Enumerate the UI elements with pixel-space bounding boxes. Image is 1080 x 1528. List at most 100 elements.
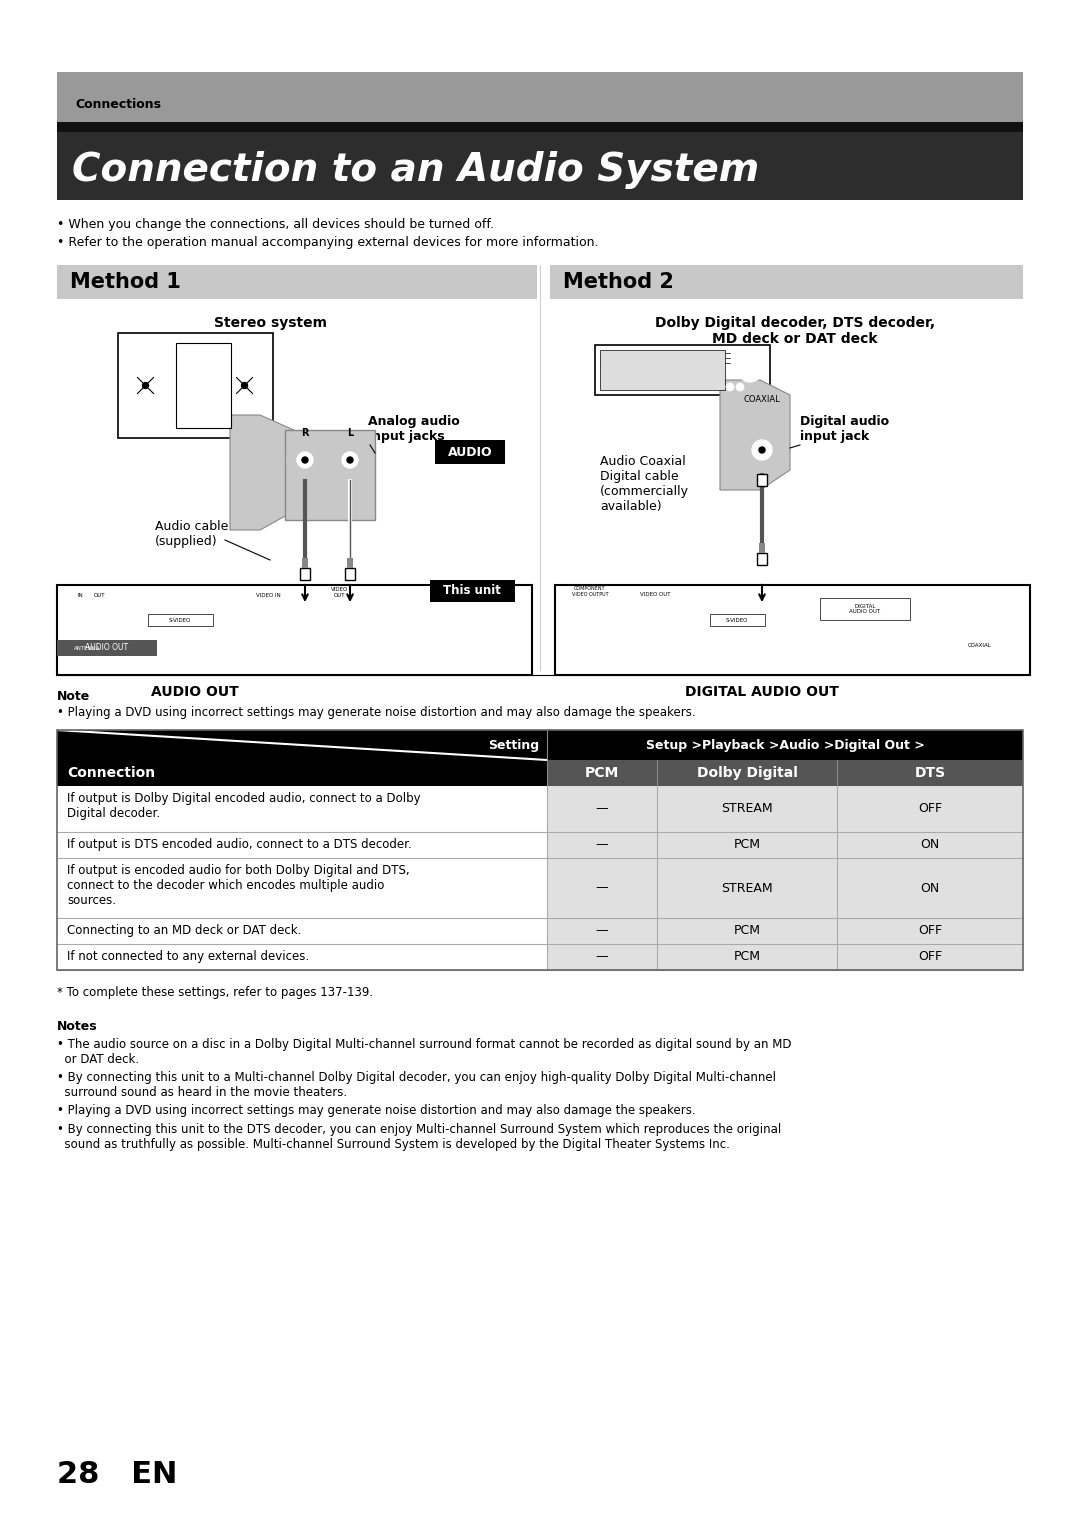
Bar [57,944,546,970]
Text: Note: Note [57,691,91,703]
Circle shape [164,602,176,614]
Text: Connection to an Audio System: Connection to an Audio System [72,151,759,189]
Bar [57,640,157,656]
Bar [57,859,546,918]
Circle shape [210,594,230,614]
Bar [57,72,1023,124]
Bar [57,730,1023,970]
Text: COMPONENT
VIDEO OUTPUT: COMPONENT VIDEO OUTPUT [571,587,608,597]
Text: • By connecting this unit to a Multi-channel Dolby Digital decoder, you can enjo: • By connecting this unit to a Multi-cha… [57,1071,777,1099]
Circle shape [302,457,308,463]
Circle shape [347,457,353,463]
Circle shape [264,602,276,614]
Text: Stereo system: Stereo system [214,316,326,330]
Bar [820,597,910,620]
Circle shape [740,428,784,472]
Text: Audio Coaxial
Digital cable
(commercially
available): Audio Coaxial Digital cable (commerciall… [600,455,689,513]
Text: STREAM: STREAM [721,882,773,894]
Circle shape [294,602,306,614]
Text: • Refer to the operation manual accompanying external devices for more informati: • Refer to the operation manual accompan… [57,235,598,249]
Text: VIDEO IN: VIDEO IN [256,593,281,597]
Bar [546,859,1023,918]
Circle shape [332,442,368,478]
Text: R: R [301,428,309,439]
Text: STREAM: STREAM [721,802,773,816]
Text: Setup >Playback >Audio >Digital Out >: Setup >Playback >Audio >Digital Out > [646,738,924,752]
Bar [347,558,353,568]
Circle shape [834,602,846,614]
Bar [302,558,308,568]
Circle shape [670,594,690,614]
Bar [546,833,1023,859]
Circle shape [738,358,762,382]
Text: COAXIAL: COAXIAL [968,643,991,648]
Text: —: — [596,924,608,938]
Circle shape [117,597,133,613]
Text: OUT: OUT [94,593,106,597]
Circle shape [966,610,995,640]
Circle shape [849,602,861,614]
Text: ON: ON [920,839,940,851]
Bar [118,333,272,439]
Text: If output is encoded audio for both Dolby Digital and DTS,
connect to the decode: If output is encoded audio for both Dolb… [67,863,409,908]
Circle shape [592,594,608,610]
Text: S-VIDEO: S-VIDEO [168,617,191,622]
Circle shape [251,341,267,356]
Text: —: — [596,882,608,894]
Circle shape [342,452,357,468]
Text: DIGITAL AUDIO OUT: DIGITAL AUDIO OUT [685,685,839,698]
Circle shape [342,597,357,613]
Text: • The audio source on a disc in a Dolby Digital Multi-channel surround format ca: • The audio source on a disc in a Dolby … [57,1038,792,1067]
Text: This unit: This unit [443,585,501,597]
Bar [555,585,1030,675]
Bar [435,440,505,465]
Bar [546,785,1023,833]
Bar [757,474,767,486]
Circle shape [570,594,586,610]
Bar [57,918,546,944]
Bar [57,585,532,675]
Text: PCM: PCM [733,839,760,851]
Circle shape [234,376,255,396]
Text: • By connecting this unit to the DTS decoder, you can enjoy Multi-channel Surrou: • By connecting this unit to the DTS dec… [57,1123,781,1151]
Bar [57,122,1023,131]
Circle shape [645,594,665,614]
Circle shape [620,594,640,614]
Text: COAXIAL: COAXIAL [744,396,781,403]
Bar [759,542,765,553]
Circle shape [149,602,161,614]
Text: Dolby Digital decoder, DTS decoder,
MD deck or DAT deck: Dolby Digital decoder, DTS decoder, MD d… [654,316,935,347]
Text: IN: IN [77,593,83,597]
Bar [57,785,546,833]
Bar [430,581,515,602]
Text: Method 1: Method 1 [70,272,180,292]
Text: PCM: PCM [585,766,619,779]
Circle shape [732,602,744,614]
Text: Method 2: Method 2 [563,272,674,292]
Circle shape [322,597,338,613]
Text: —: — [596,839,608,851]
Text: Audio cable
(supplied): Audio cable (supplied) [156,520,228,549]
Circle shape [787,597,804,613]
Text: PCM: PCM [733,924,760,938]
Text: DIGITAL
AUDIO OUT: DIGITAL AUDIO OUT [850,604,880,614]
Circle shape [726,384,734,391]
Text: OFF: OFF [918,802,942,816]
Text: AUDIO: AUDIO [448,446,492,458]
Bar [57,730,1023,759]
Text: • Playing a DVD using incorrect settings may generate noise distortion and may a: • Playing a DVD using incorrect settings… [57,1105,696,1117]
Bar [345,568,355,581]
Circle shape [759,448,765,452]
Text: Dolby Digital: Dolby Digital [697,766,797,779]
Bar [285,429,375,520]
Circle shape [92,597,108,613]
Text: Setting: Setting [488,738,539,752]
Text: • Playing a DVD using incorrect settings may generate noise distortion and may a: • Playing a DVD using incorrect settings… [57,706,696,720]
Circle shape [714,602,726,614]
Text: If output is DTS encoded audio, connect to a DTS decoder.: If output is DTS encoded audio, connect … [67,837,411,851]
Circle shape [190,594,210,614]
Circle shape [135,376,156,396]
Bar [57,759,546,785]
Text: —: — [596,950,608,964]
Text: 28   EN: 28 EN [57,1459,177,1488]
